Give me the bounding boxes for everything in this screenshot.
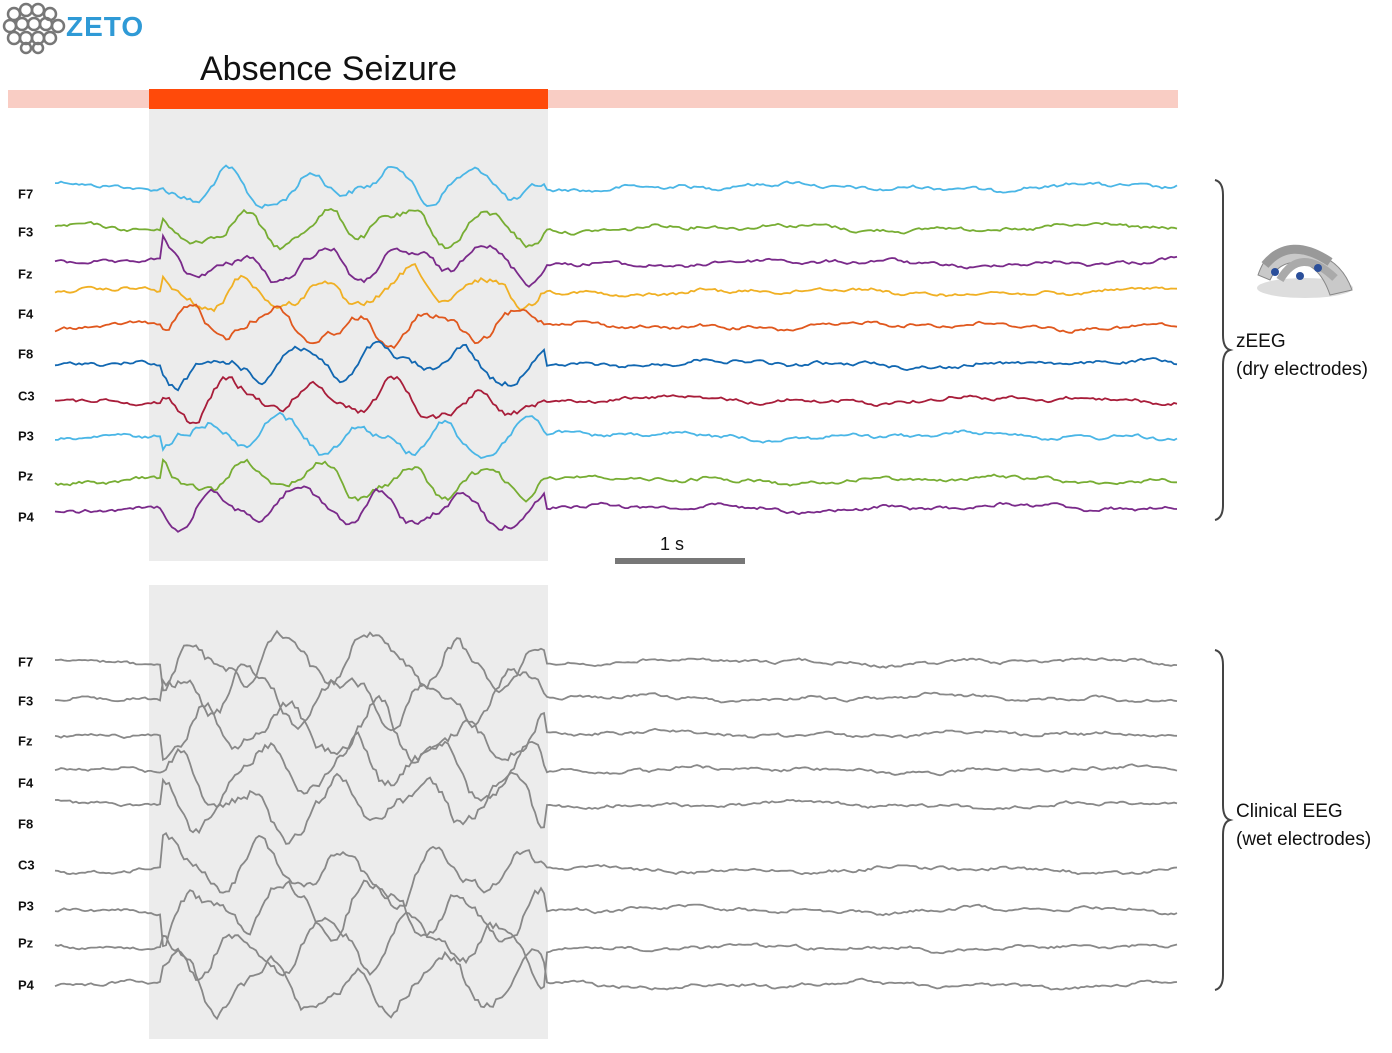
brace	[1214, 649, 1234, 991]
zeeg-label: zEEG	[1236, 331, 1286, 352]
channel-label: F8	[18, 346, 33, 361]
eeg-trace	[55, 629, 1178, 694]
channel-label: C3	[18, 857, 35, 872]
eeg-trace	[54, 485, 1178, 533]
channel-label: F8	[18, 816, 33, 831]
eeg-trace	[54, 303, 1178, 350]
eeg-trace	[54, 208, 1178, 251]
channel-label: P4	[18, 977, 35, 992]
eeg-trace	[54, 694, 1178, 764]
traces	[54, 164, 1178, 1021]
channel-label: Pz	[18, 935, 34, 950]
eeg-trace	[54, 771, 1178, 845]
eeg-trace	[54, 663, 1178, 732]
title: Absence Seizure	[200, 50, 457, 88]
seizure-window	[149, 585, 548, 1039]
seizure-bar	[149, 89, 548, 109]
clinical-sublabel: (wet electrodes)	[1236, 829, 1371, 850]
channel-label: F7	[18, 186, 33, 201]
logo-text: ZETO	[66, 11, 144, 42]
channel-label: F7	[18, 654, 33, 669]
clinical-label: Clinical EEG	[1236, 801, 1343, 822]
channel-label: P3	[18, 428, 34, 443]
brace	[1214, 179, 1234, 521]
eeg-trace	[54, 879, 1178, 948]
eeg-trace	[54, 948, 1178, 1021]
channel-label: F3	[18, 693, 33, 708]
channel-label: Pz	[18, 468, 34, 483]
eeg-trace	[55, 411, 1178, 459]
channel-label: F3	[18, 224, 33, 239]
eeg-trace	[54, 232, 1178, 288]
channel-label: Fz	[18, 733, 33, 748]
eeg-trace	[54, 340, 1178, 392]
eeg-trace	[54, 375, 1178, 425]
channel-label: C3	[18, 388, 35, 403]
scale-label: 1 s	[660, 534, 684, 554]
channel-label: Fz	[18, 266, 33, 281]
headset-icon	[1257, 244, 1353, 298]
zeeg-sublabel: (dry electrodes)	[1236, 359, 1368, 380]
eeg-trace	[54, 831, 1178, 911]
eeg-trace	[54, 911, 1178, 990]
channel-label: F4	[18, 775, 34, 790]
eeg-trace	[54, 458, 1177, 503]
seizure-window	[149, 100, 548, 561]
channel-label: P3	[18, 898, 34, 913]
channel-label: P4	[18, 509, 35, 524]
eeg-trace	[55, 164, 1178, 209]
scale-bar	[615, 558, 745, 564]
channel-label: F4	[18, 306, 34, 321]
eeg-trace	[54, 263, 1178, 313]
logo-mark	[2, 2, 66, 55]
eeg-trace	[54, 731, 1178, 809]
